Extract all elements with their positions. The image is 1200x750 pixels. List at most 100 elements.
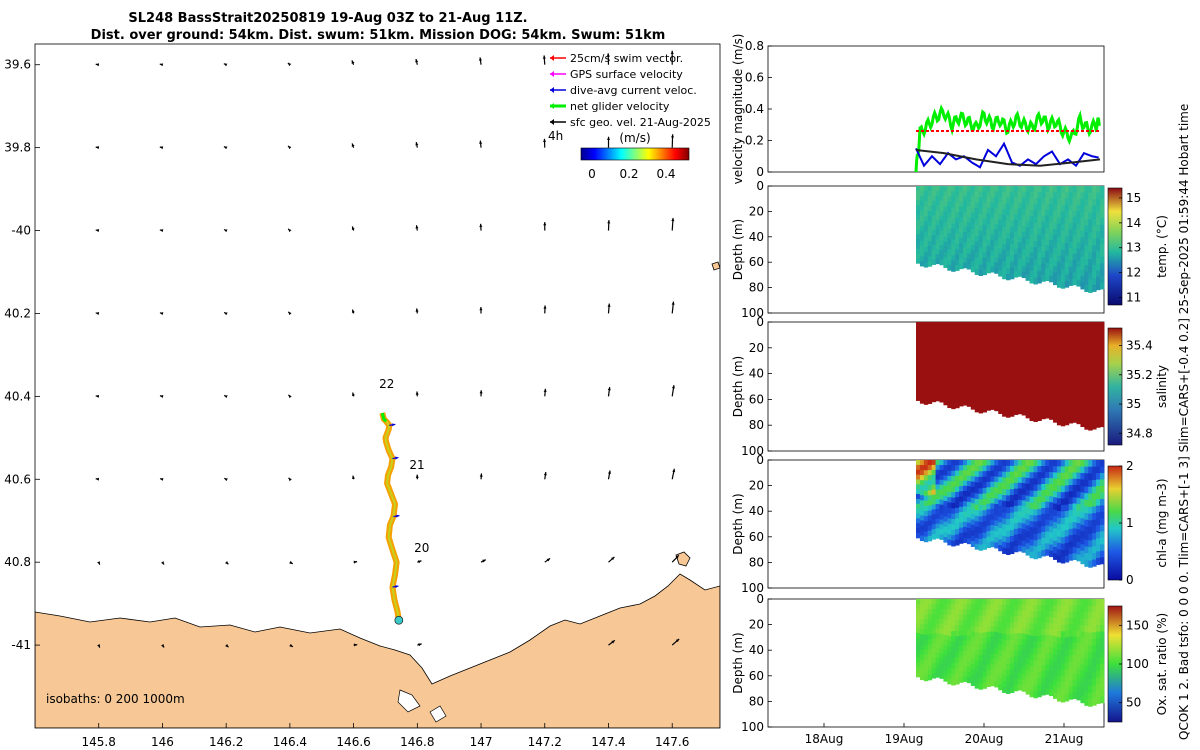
section-cell — [1088, 473, 1093, 481]
section-cell — [1076, 504, 1081, 511]
section-cell — [935, 469, 940, 476]
section-cell — [1037, 340, 1042, 348]
section-cell — [1053, 466, 1058, 473]
section-cell — [1056, 460, 1062, 467]
section-cell — [935, 484, 940, 490]
section-cell — [1021, 483, 1027, 490]
section-cell — [951, 502, 956, 509]
section-cell — [966, 206, 972, 213]
section-cell — [1053, 617, 1058, 625]
section-cell — [1080, 205, 1085, 213]
section-cell — [1013, 186, 1019, 193]
section-cell — [1002, 345, 1007, 352]
section-cell — [947, 518, 952, 525]
section-cell — [970, 519, 976, 526]
section-cell — [1056, 688, 1062, 696]
section-cell — [1037, 240, 1042, 248]
section-cell — [927, 535, 933, 542]
section-cell — [1017, 627, 1023, 634]
section-cell — [1013, 679, 1019, 686]
section-cell — [1006, 687, 1011, 694]
section-cell — [1041, 513, 1046, 521]
section-cell — [935, 200, 940, 206]
section-cell — [998, 367, 1003, 374]
section-cell — [1041, 460, 1046, 467]
section-cell — [1045, 531, 1050, 538]
section-cell — [1088, 540, 1093, 548]
section-cell — [978, 672, 984, 679]
section-cell — [998, 407, 1003, 414]
section-cell — [1033, 222, 1038, 230]
section-cell — [1009, 214, 1015, 222]
section-cell — [955, 465, 960, 472]
section-cell — [1096, 618, 1101, 626]
section-cell — [1017, 604, 1023, 611]
section-cell — [935, 513, 940, 520]
section-cell — [943, 257, 948, 263]
section-cell — [916, 380, 921, 387]
section-cell — [970, 609, 976, 616]
section-cell — [1053, 540, 1058, 548]
section-cell — [978, 655, 984, 662]
section-cell — [939, 638, 944, 645]
section-cell — [970, 322, 976, 328]
section-cell — [994, 338, 999, 345]
section-cell — [1076, 599, 1081, 606]
section-cell — [962, 676, 968, 682]
section-cell — [1092, 533, 1097, 541]
section-cell — [982, 366, 987, 374]
section-cell — [931, 633, 937, 640]
section-cell — [1096, 322, 1101, 330]
section-cell — [927, 674, 933, 681]
section-cell — [970, 250, 976, 257]
section-cell — [1068, 266, 1074, 274]
section-cell — [1009, 547, 1015, 555]
section-cell — [939, 391, 944, 398]
section-cell — [1049, 478, 1054, 485]
section-cell — [959, 645, 964, 652]
track-end-segment — [380, 412, 388, 423]
section-cell — [959, 666, 964, 673]
section-cell — [966, 379, 972, 386]
section-cell — [1002, 669, 1007, 676]
section-cell — [927, 520, 933, 527]
section-cell — [1049, 358, 1054, 366]
velocity-arrowhead — [159, 146, 164, 150]
section-cell — [939, 643, 944, 650]
section-cell — [982, 235, 987, 242]
section-cell — [927, 525, 933, 532]
section-cell — [1045, 327, 1050, 335]
section-cell — [947, 254, 952, 261]
section-cell — [931, 396, 937, 403]
section-cell — [1025, 531, 1031, 538]
section-cell — [939, 215, 944, 221]
section-cell — [1037, 502, 1042, 510]
section-cell — [986, 382, 991, 389]
section-cell — [1080, 466, 1085, 474]
section-cell — [935, 249, 940, 255]
section-cell — [1006, 375, 1011, 383]
section-cell — [1088, 466, 1093, 474]
section-cell — [1045, 495, 1050, 503]
section-cell — [998, 202, 1003, 210]
section-cell — [1053, 322, 1058, 329]
section-cell — [994, 229, 999, 236]
section-cell — [1041, 227, 1046, 235]
section-cell — [947, 465, 952, 472]
section-cell — [1017, 539, 1023, 546]
section-cell — [943, 332, 948, 339]
section-cell — [1041, 388, 1046, 396]
section-cell — [1017, 214, 1023, 221]
section-cell — [1076, 491, 1081, 499]
section-cell — [1100, 380, 1105, 388]
velocity-arrowhead — [415, 142, 419, 146]
colorbar-tick-label: 1 — [1126, 516, 1134, 530]
section-cell — [923, 536, 929, 543]
section-cell — [978, 208, 984, 215]
tasmania-land — [35, 573, 720, 728]
section-cell — [966, 599, 972, 605]
velocity-arrowhead — [288, 477, 292, 482]
isobaths-label: isobaths: 0 200 1000m — [46, 692, 185, 706]
vel-ytick-label: 0 — [756, 165, 764, 179]
section-cell — [1017, 407, 1023, 415]
